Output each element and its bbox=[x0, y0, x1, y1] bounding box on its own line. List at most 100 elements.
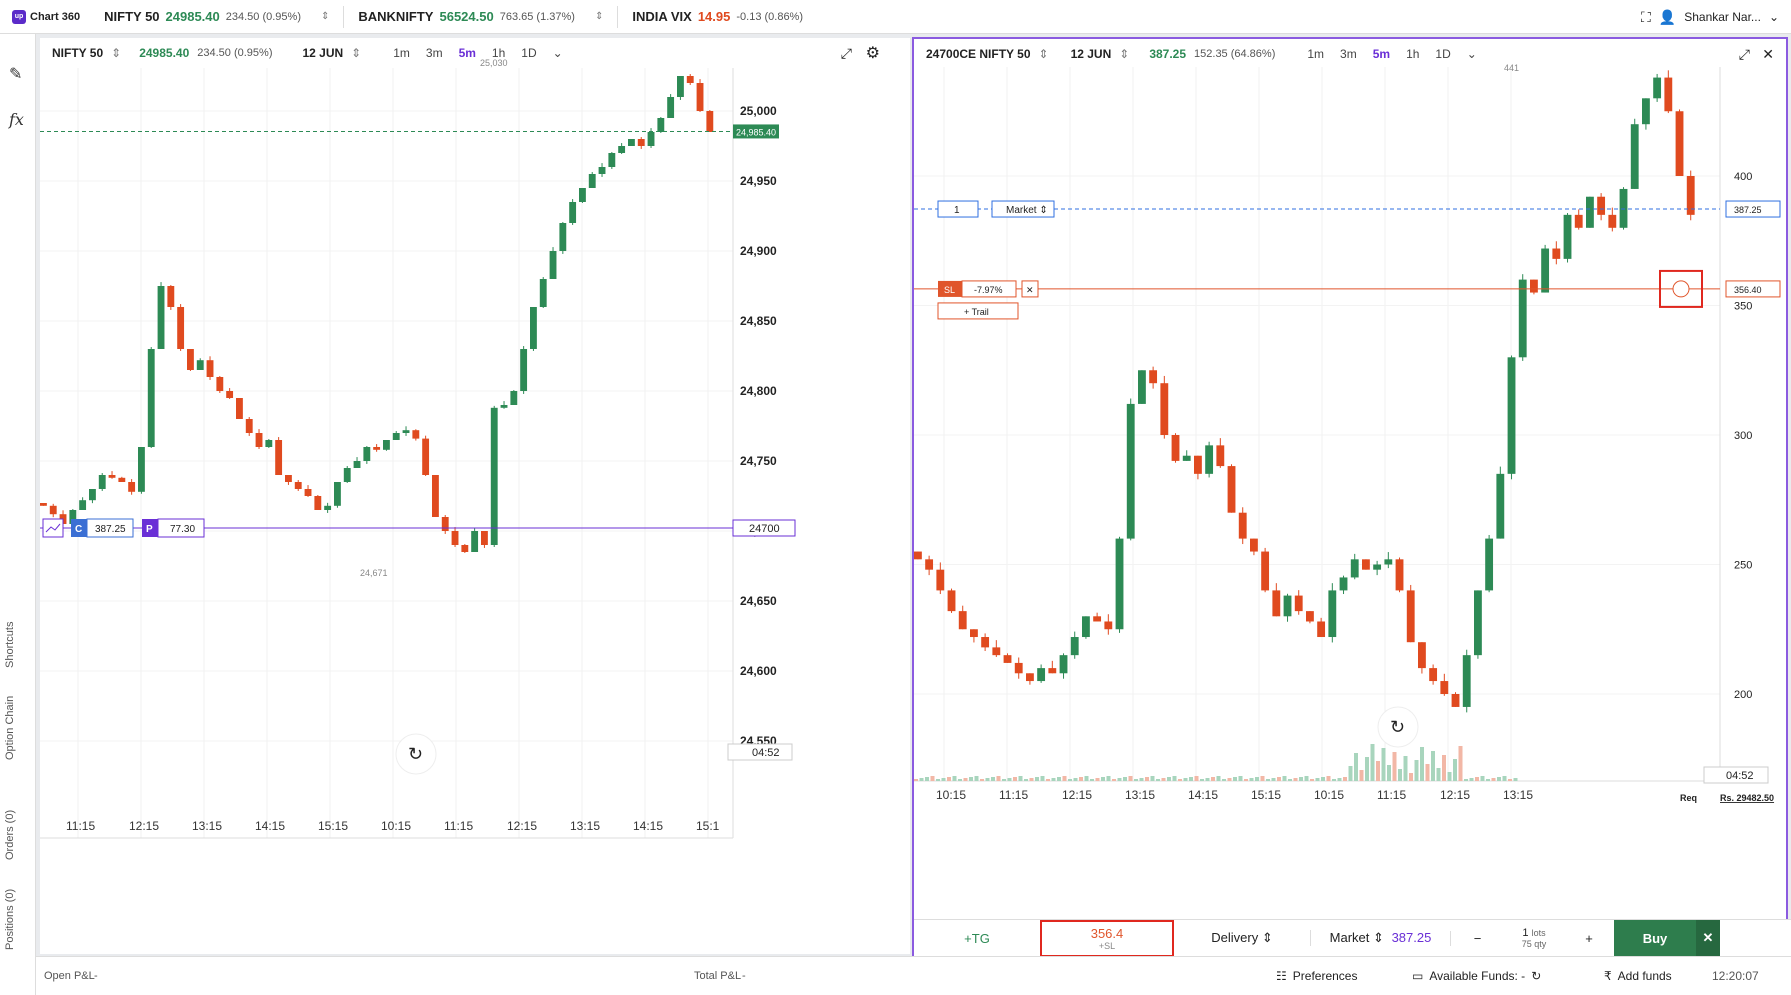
sort-icon[interactable]: ⇕ bbox=[320, 11, 330, 22]
order-type-select[interactable]: Market ⇕ 387.25 bbox=[1310, 930, 1450, 946]
volume-bar bbox=[1172, 776, 1177, 781]
volume-bar bbox=[1464, 779, 1468, 781]
close-icon[interactable]: ✕ bbox=[1762, 45, 1774, 62]
available-funds[interactable]: ▭ Available Funds: - ↻ bbox=[1412, 969, 1541, 983]
add-target-button[interactable]: +TG bbox=[964, 930, 990, 946]
trail-button[interactable] bbox=[937, 302, 1019, 320]
candle bbox=[49, 505, 57, 515]
timeframe-3m[interactable]: 3m bbox=[425, 46, 443, 60]
candle bbox=[108, 475, 116, 478]
ticker-vix[interactable]: INDIA VIX 14.95 -0.13 (0.86%) bbox=[618, 6, 817, 28]
close-icon[interactable]: ✕ bbox=[1696, 919, 1720, 957]
volume-bar bbox=[958, 779, 962, 781]
volume-bar bbox=[947, 777, 951, 781]
sl-price-tag bbox=[1725, 280, 1781, 298]
timeframe-1d[interactable]: 1D bbox=[521, 46, 537, 60]
sl-badge[interactable] bbox=[938, 280, 962, 297]
drag-handle-icon[interactable] bbox=[1672, 280, 1690, 298]
left-chart-canvas[interactable]: 25,00024,95024,90024,85024,80024,75024,7… bbox=[40, 38, 910, 954]
volume-bar bbox=[1150, 776, 1155, 781]
put-badge[interactable] bbox=[142, 519, 158, 537]
ticker-nifty[interactable]: NIFTY 50 24985.40 234.50 (0.95%) ⇕ bbox=[90, 6, 343, 28]
lots-stepper[interactable]: 1 lots 75 qty bbox=[1504, 927, 1564, 949]
timeframe-1h[interactable]: 1h bbox=[1406, 47, 1420, 61]
sl-close-button[interactable] bbox=[1021, 280, 1039, 298]
refresh-icon: ↻ bbox=[408, 744, 423, 764]
refresh-button[interactable] bbox=[1377, 706, 1419, 748]
chart-symbol[interactable]: NIFTY 50 bbox=[52, 46, 104, 60]
expiry-select[interactable]: 12 JUN bbox=[302, 46, 344, 60]
volume-bar bbox=[1293, 778, 1298, 781]
timeframe-5m[interactable]: 5m bbox=[458, 46, 476, 60]
pencil-icon[interactable]: ✎ bbox=[9, 66, 23, 83]
put-badge-label: P bbox=[146, 524, 153, 535]
sort-icon[interactable]: ⇕ bbox=[594, 11, 604, 22]
candle bbox=[958, 611, 967, 630]
timeframe-5m[interactable]: 5m bbox=[1372, 47, 1391, 61]
expand-icon[interactable]: ⤢ bbox=[1738, 45, 1750, 62]
gear-icon[interactable]: ⚙ bbox=[865, 45, 880, 62]
timeframe-1m[interactable]: 1m bbox=[1307, 47, 1325, 61]
user-name[interactable]: Shankar Nar... bbox=[1684, 10, 1761, 24]
rail-option-chain[interactable]: Option Chain bbox=[4, 695, 16, 760]
app-logo[interactable]: up Chart 360 bbox=[0, 9, 90, 24]
preferences-button[interactable]: ☷ Preferences bbox=[1276, 969, 1357, 983]
rail-orders[interactable]: Orders (0) bbox=[4, 809, 16, 860]
candle bbox=[1474, 590, 1482, 656]
candle bbox=[569, 202, 577, 223]
chart-symbol[interactable]: 24700CE NIFTY 50 bbox=[926, 47, 1031, 61]
x-axis-label: 11:15 bbox=[1377, 788, 1406, 802]
timeframe-3m[interactable]: 3m bbox=[1340, 47, 1357, 61]
candle bbox=[706, 111, 714, 132]
sort-icon[interactable]: ⇕ bbox=[351, 46, 362, 60]
candle bbox=[1630, 124, 1639, 189]
decrease-button[interactable]: − bbox=[1450, 930, 1504, 946]
candle bbox=[451, 531, 459, 545]
rail-shortcuts[interactable]: Shortcuts bbox=[4, 621, 16, 668]
sliders-icon: ☷ bbox=[1276, 969, 1287, 983]
sort-icon[interactable]: ⇕ bbox=[1038, 47, 1049, 61]
sort-icon[interactable]: ⇕ bbox=[111, 46, 122, 60]
chevron-down-icon[interactable]: ⌄ bbox=[1768, 10, 1779, 24]
timeframe-1h[interactable]: 1h bbox=[491, 46, 506, 60]
volume-bar bbox=[1442, 755, 1446, 781]
product-select[interactable]: Delivery ⇕ bbox=[1174, 930, 1310, 946]
ticker-banknifty[interactable]: BANKNIFTY 56524.50 763.65 (1.37%) ⇕ bbox=[344, 6, 617, 28]
call-price-box[interactable] bbox=[86, 518, 134, 538]
candle bbox=[1339, 577, 1348, 591]
strike-tag[interactable] bbox=[732, 519, 796, 537]
candle bbox=[412, 430, 420, 439]
chevron-down-icon[interactable]: ⌄ bbox=[1466, 47, 1477, 61]
add-funds-button[interactable]: ₹ Add funds bbox=[1604, 969, 1672, 983]
rail-positions[interactable]: Positions (0) bbox=[4, 888, 16, 950]
put-price-box[interactable] bbox=[157, 518, 205, 538]
sort-icon[interactable]: ⇕ bbox=[1119, 47, 1130, 61]
volume-bar bbox=[1315, 778, 1320, 781]
timeframe-1m[interactable]: 1m bbox=[393, 46, 410, 60]
timeframe-1d[interactable]: 1D bbox=[1435, 47, 1451, 61]
candle bbox=[970, 629, 978, 638]
candle bbox=[1126, 403, 1135, 539]
order-qty-box[interactable] bbox=[937, 200, 979, 218]
buy-button[interactable]: Buy bbox=[1614, 919, 1696, 957]
refresh-button[interactable] bbox=[395, 733, 437, 775]
sl-drag-handle-highlight[interactable] bbox=[1659, 269, 1703, 308]
call-badge[interactable] bbox=[71, 519, 87, 537]
timer-label: 04:52 bbox=[752, 747, 780, 759]
expiry-select[interactable]: 12 JUN bbox=[1070, 47, 1112, 61]
fullscreen-icon[interactable]: ⛶ bbox=[1640, 8, 1651, 25]
x-axis-label: 14:15 bbox=[1188, 788, 1218, 802]
fx-icon[interactable]: fx bbox=[9, 110, 24, 129]
increase-button[interactable]: + bbox=[1585, 930, 1593, 946]
expand-icon[interactable]: ⤢ bbox=[840, 44, 852, 61]
refresh-icon[interactable]: ↻ bbox=[1531, 969, 1542, 983]
chevron-down-icon[interactable]: ⌄ bbox=[552, 46, 563, 60]
sl-pct-box[interactable] bbox=[961, 280, 1017, 298]
candle bbox=[1496, 473, 1505, 539]
user-icon[interactable]: 👤 bbox=[1658, 8, 1677, 25]
order-type-box[interactable] bbox=[991, 200, 1055, 218]
stop-loss-field[interactable]: 356.4 +SL bbox=[1040, 919, 1174, 957]
right-chart-canvas[interactable]: 400 350 300 250 200 10:15 11:15 12:15 13:15 14:15… bbox=[914, 39, 1786, 919]
volume-bar bbox=[1233, 777, 1237, 781]
sl-pct: -7.97% bbox=[974, 285, 1003, 295]
